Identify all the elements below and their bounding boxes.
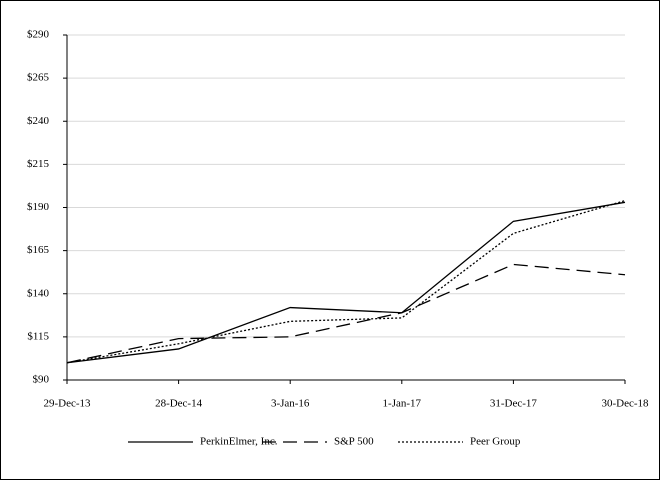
x-tick-label: 28-Dec-14 xyxy=(155,398,203,410)
y-tick-label: $90 xyxy=(33,374,50,386)
y-tick-label: $215 xyxy=(27,158,50,170)
y-tick-label: $165 xyxy=(27,244,50,256)
legend-label: PerkinElmer, Inc. xyxy=(200,436,278,448)
x-tick-label: 1-Jan-17 xyxy=(383,398,422,410)
y-tick-label: $290 xyxy=(27,29,50,41)
y-tick-label: $140 xyxy=(27,287,50,299)
y-tick-label: $190 xyxy=(27,201,50,213)
x-tick-label: 3-Jan-16 xyxy=(271,398,310,410)
x-tick-label: 30-Dec-18 xyxy=(601,398,649,410)
x-tick-label: 29-Dec-13 xyxy=(43,398,91,410)
legend-label: S&P 500 xyxy=(334,436,374,448)
y-tick-label: $240 xyxy=(27,115,50,127)
y-tick-label: $265 xyxy=(27,72,50,84)
series-line xyxy=(66,263,626,364)
legend-label: Peer Group xyxy=(470,436,521,448)
y-tick-label: $115 xyxy=(27,330,49,342)
x-tick-label: 31-Dec-17 xyxy=(490,398,538,410)
series-line xyxy=(66,201,626,364)
